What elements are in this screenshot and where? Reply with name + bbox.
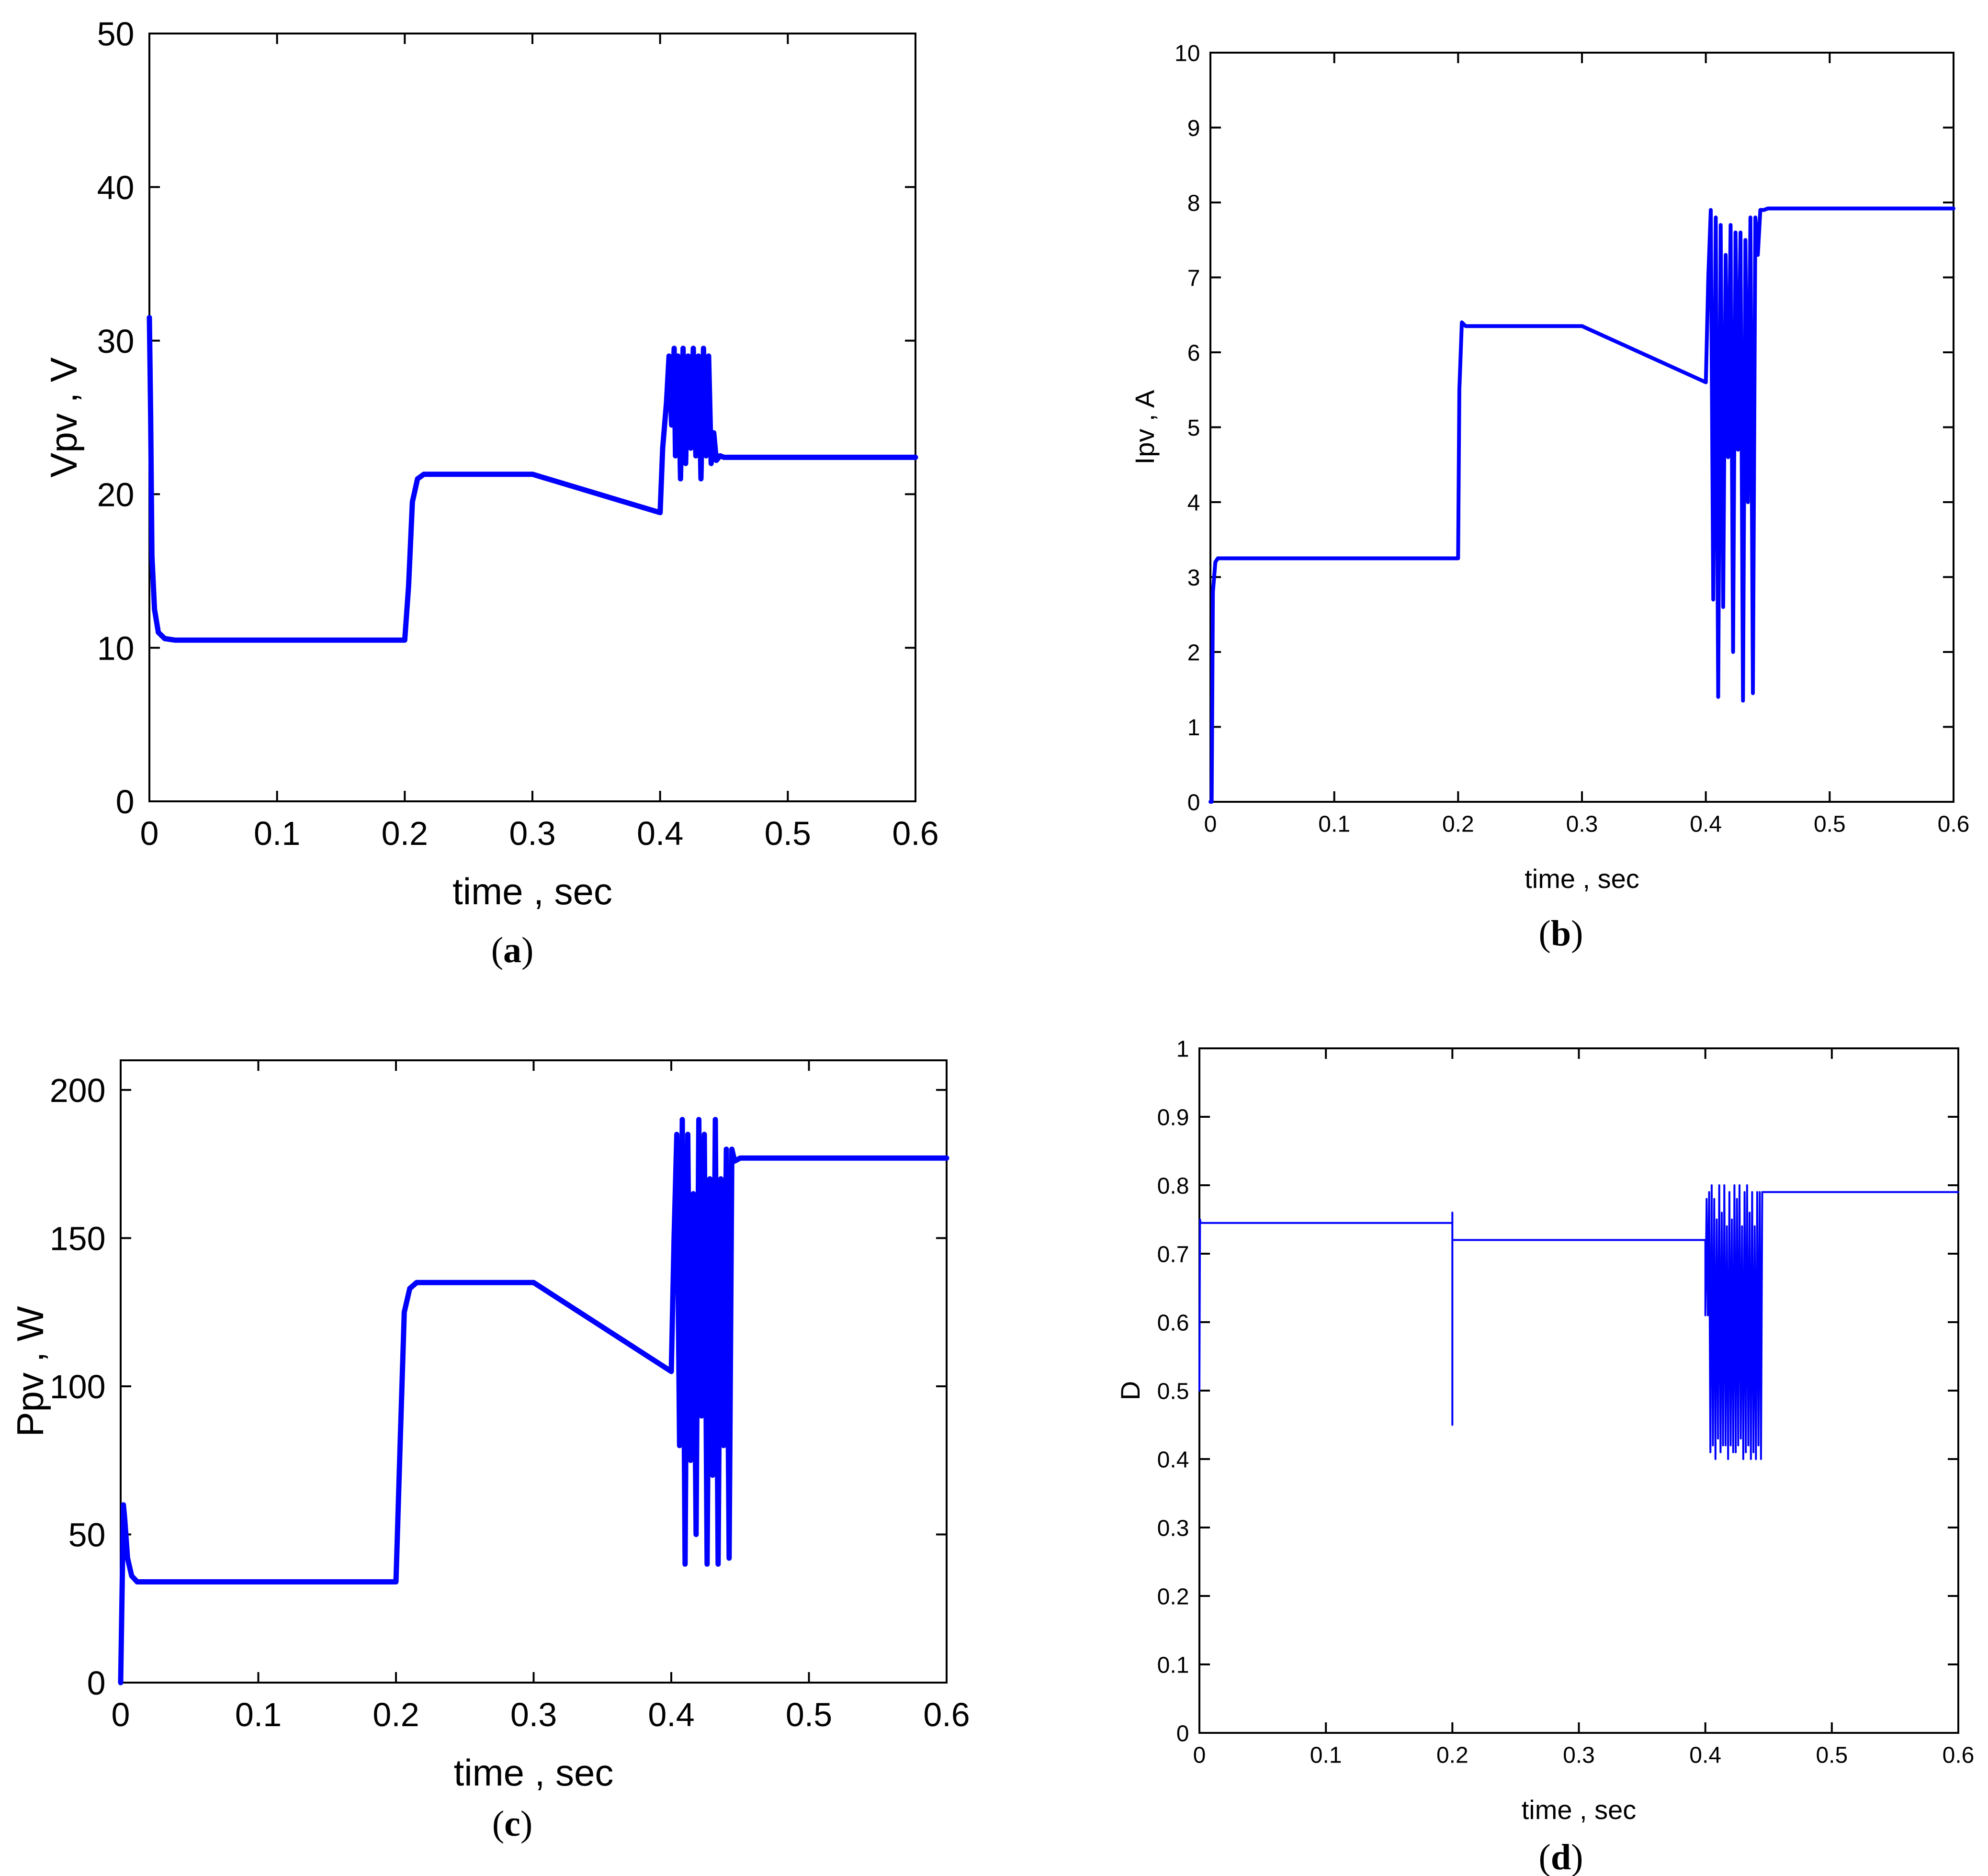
x-tick-label-b: 0.6 [1938, 811, 1970, 837]
y-tick-label-d: 0.2 [1157, 1584, 1189, 1609]
caption-a: (a) [491, 930, 534, 970]
y-tick-label-a: 50 [97, 15, 135, 53]
x-tick-label-b: 0.4 [1690, 811, 1722, 837]
plot-frame-d [1198, 1047, 1959, 1734]
y-tick-label-d: 0 [1176, 1721, 1189, 1746]
x-axis-title-d: time , sec [1522, 1795, 1637, 1825]
y-tick-label-b: 5 [1187, 416, 1200, 441]
y-tick-label-d: 0.6 [1157, 1310, 1189, 1336]
x-tick-label-c: 0.2 [373, 1696, 419, 1733]
y-tick-label-a: 10 [97, 629, 135, 667]
x-tick-label-c: 0.1 [235, 1696, 282, 1733]
y-tick-label-a: 0 [116, 783, 135, 820]
caption-b: (b) [1539, 913, 1583, 954]
x-axis-title-a: time , sec [452, 870, 612, 912]
x-tick-label-a: 0.5 [765, 815, 811, 852]
y-tick-label-a: 40 [97, 169, 135, 206]
x-tick-label-a: 0.1 [254, 815, 300, 852]
y-tick-label-b: 3 [1187, 565, 1200, 591]
x-axis-title-b: time , sec [1525, 864, 1639, 894]
panel-c: (c) 0 0.1 0.2 0.3 0.4 0.5 0.6 0 50 100 150 200 time … [9, 1059, 970, 1844]
y-tick-label-b: 8 [1187, 191, 1200, 216]
y-axis-title-d: D [1115, 1381, 1145, 1400]
x-tick-label-a: 0.4 [637, 815, 683, 852]
x-tick-label-b: 0.2 [1442, 811, 1474, 837]
y-tick-label-c: 200 [50, 1072, 106, 1109]
plot-frame-c [120, 1059, 948, 1684]
series-line-b [1209, 206, 1955, 804]
y-tick-label-b: 0 [1187, 790, 1200, 815]
x-tick-label-a: 0.3 [509, 815, 555, 852]
series-line-d [1198, 1184, 1959, 1460]
x-tick-label-d: 0 [1193, 1742, 1206, 1768]
y-tick-label-a: 30 [97, 323, 135, 360]
panel-a: (a) 0 0.1 0.2 0.3 0.4 0.5 0.6 0 10 20 30 40 50 time ,… [43, 15, 939, 970]
y-tick-label-d: 0.9 [1157, 1105, 1189, 1130]
x-tick-label-b: 0.3 [1566, 811, 1598, 837]
y-tick-label-d: 0.3 [1157, 1516, 1189, 1541]
caption-c: (c) [492, 1804, 532, 1844]
x-axis-title-c: time , sec [454, 1752, 614, 1794]
y-tick-label-b: 7 [1187, 266, 1200, 291]
y-tick-label-c: 0 [87, 1664, 106, 1702]
y-axis-title-b: Ipv , A [1130, 390, 1160, 464]
y-tick-label-b: 6 [1187, 340, 1200, 366]
plot-frame-a [148, 33, 916, 802]
y-tick-label-c: 100 [50, 1368, 106, 1405]
panel-d: (d) 0 0.1 0.2 0.3 0.4 0.5 0.6 0 0.1 0.2 0.3 0.4 0.5 0… [1115, 1036, 1974, 1876]
x-tick-label-c: 0.3 [510, 1696, 557, 1733]
x-tick-label-c: 0 [112, 1696, 130, 1733]
x-tick-label-d: 0.3 [1563, 1742, 1595, 1768]
x-tick-label-d: 0.6 [1943, 1742, 1975, 1768]
x-tick-label-d: 0.1 [1310, 1742, 1342, 1768]
x-tick-label-c: 0.6 [923, 1696, 970, 1733]
y-axis-title-a: Vpv , V [43, 357, 85, 477]
series-line-a [147, 315, 918, 643]
y-tick-label-b: 10 [1175, 41, 1200, 66]
y-tick-label-d: 1 [1176, 1036, 1189, 1062]
series-line-c [118, 1117, 949, 1685]
x-tick-label-c: 0.4 [648, 1696, 694, 1733]
y-tick-label-b: 1 [1187, 715, 1200, 741]
y-tick-label-b: 4 [1187, 490, 1200, 516]
x-tick-label-b: 0.1 [1318, 811, 1350, 837]
x-tick-label-a: 0.6 [892, 815, 938, 852]
plot-frame-b [1209, 52, 1954, 803]
y-tick-label-a: 20 [97, 476, 135, 514]
x-tick-label-d: 0.5 [1816, 1742, 1848, 1768]
y-tick-label-b: 9 [1187, 116, 1200, 141]
y-tick-label-d: 0.5 [1157, 1379, 1189, 1404]
y-tick-label-d: 0.4 [1157, 1447, 1189, 1472]
y-axis-title-c: Ppv , W [9, 1306, 51, 1437]
panel-b: (b) 0 0.1 0.2 0.3 0.4 0.5 0.6 0 1 2 3 4 5 6 7 8 9 10 time … [1130, 41, 1969, 954]
x-tick-label-c: 0.5 [786, 1696, 832, 1733]
y-tick-label-d: 0.7 [1157, 1242, 1189, 1267]
x-tick-label-b: 0.5 [1814, 811, 1846, 837]
x-tick-label-a: 0 [140, 815, 159, 852]
y-tick-label-c: 50 [68, 1517, 106, 1554]
y-tick-label-c: 150 [50, 1220, 106, 1258]
caption-d: (d) [1539, 1837, 1583, 1876]
y-tick-label-b: 2 [1187, 640, 1200, 665]
x-tick-label-d: 0.2 [1436, 1742, 1468, 1768]
x-tick-label-b: 0 [1204, 811, 1217, 837]
y-tick-label-d: 0.8 [1157, 1173, 1189, 1199]
y-tick-label-d: 0.1 [1157, 1652, 1189, 1678]
x-tick-label-d: 0.4 [1689, 1742, 1721, 1768]
x-tick-label-a: 0.2 [382, 815, 428, 852]
